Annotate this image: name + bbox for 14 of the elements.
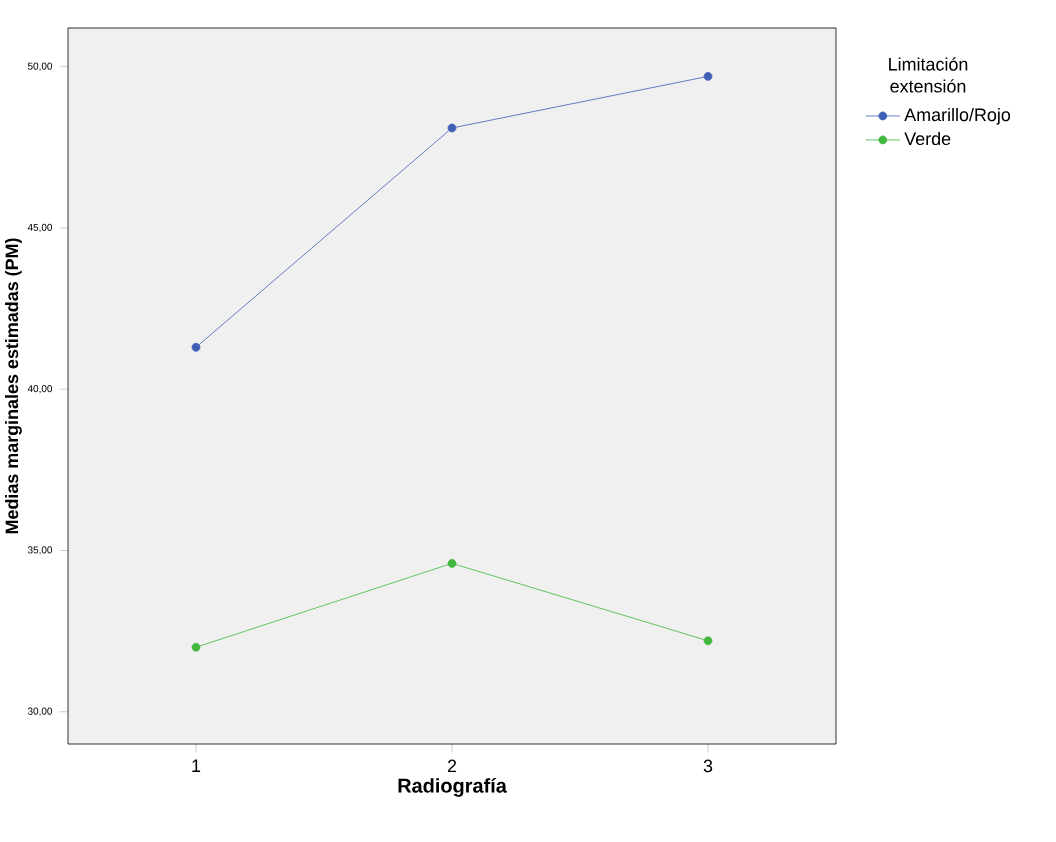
legend-title: Limitación extensión bbox=[889, 57, 968, 93]
point bbox=[191, 642, 201, 652]
x-tick-label: 1 bbox=[192, 759, 201, 772]
y-axis-title: Medias marginales estimadas (PM) bbox=[5, 238, 22, 534]
x-tick-label: 3 bbox=[703, 759, 713, 773]
x-axis-title: Radiografía bbox=[398, 777, 507, 797]
point bbox=[447, 559, 457, 568]
point bbox=[703, 636, 713, 646]
point bbox=[191, 342, 201, 352]
legend-label: Amarillo/Rojo bbox=[904, 107, 1011, 125]
x-tick-label: 2 bbox=[447, 759, 457, 773]
point bbox=[703, 71, 713, 81]
legend-label: Verde bbox=[904, 131, 951, 146]
point bbox=[447, 123, 457, 133]
